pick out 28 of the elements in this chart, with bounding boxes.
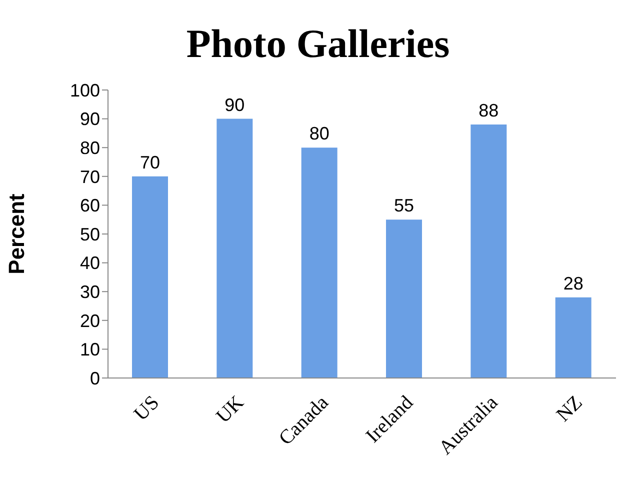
x-tick-label: NZ bbox=[552, 392, 587, 426]
bar bbox=[301, 148, 338, 378]
y-tick-label: 20 bbox=[80, 310, 100, 331]
y-tick-label: 40 bbox=[80, 253, 100, 274]
y-tick-label: 0 bbox=[90, 368, 100, 388]
bar bbox=[470, 124, 507, 378]
y-tick-label: 30 bbox=[80, 282, 100, 302]
bar bbox=[386, 220, 422, 378]
y-tick-label: 100 bbox=[70, 80, 100, 100]
y-tick-label: 10 bbox=[80, 340, 100, 360]
y-tick-label: 70 bbox=[80, 166, 100, 187]
bar bbox=[555, 297, 592, 378]
data-label: 70 bbox=[140, 152, 160, 172]
x-tick-label: UK bbox=[212, 391, 249, 428]
data-label: 80 bbox=[309, 124, 330, 144]
x-tick-label: US bbox=[130, 392, 164, 426]
y-axis-title: Percent bbox=[4, 192, 29, 274]
data-label: 88 bbox=[478, 100, 499, 121]
bar bbox=[216, 118, 253, 378]
y-tick-label: 60 bbox=[80, 196, 100, 216]
data-label: 55 bbox=[394, 196, 414, 216]
y-tick-label: 50 bbox=[80, 224, 100, 244]
y-tick-label: 80 bbox=[80, 138, 100, 158]
bar bbox=[132, 176, 168, 378]
chart-title: Photo Galleries bbox=[185, 20, 451, 67]
data-label: 28 bbox=[563, 273, 584, 294]
y-tick-label: 90 bbox=[80, 109, 100, 130]
data-label: 90 bbox=[224, 94, 245, 115]
